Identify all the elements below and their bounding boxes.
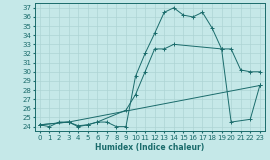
- X-axis label: Humidex (Indice chaleur): Humidex (Indice chaleur): [95, 144, 204, 152]
